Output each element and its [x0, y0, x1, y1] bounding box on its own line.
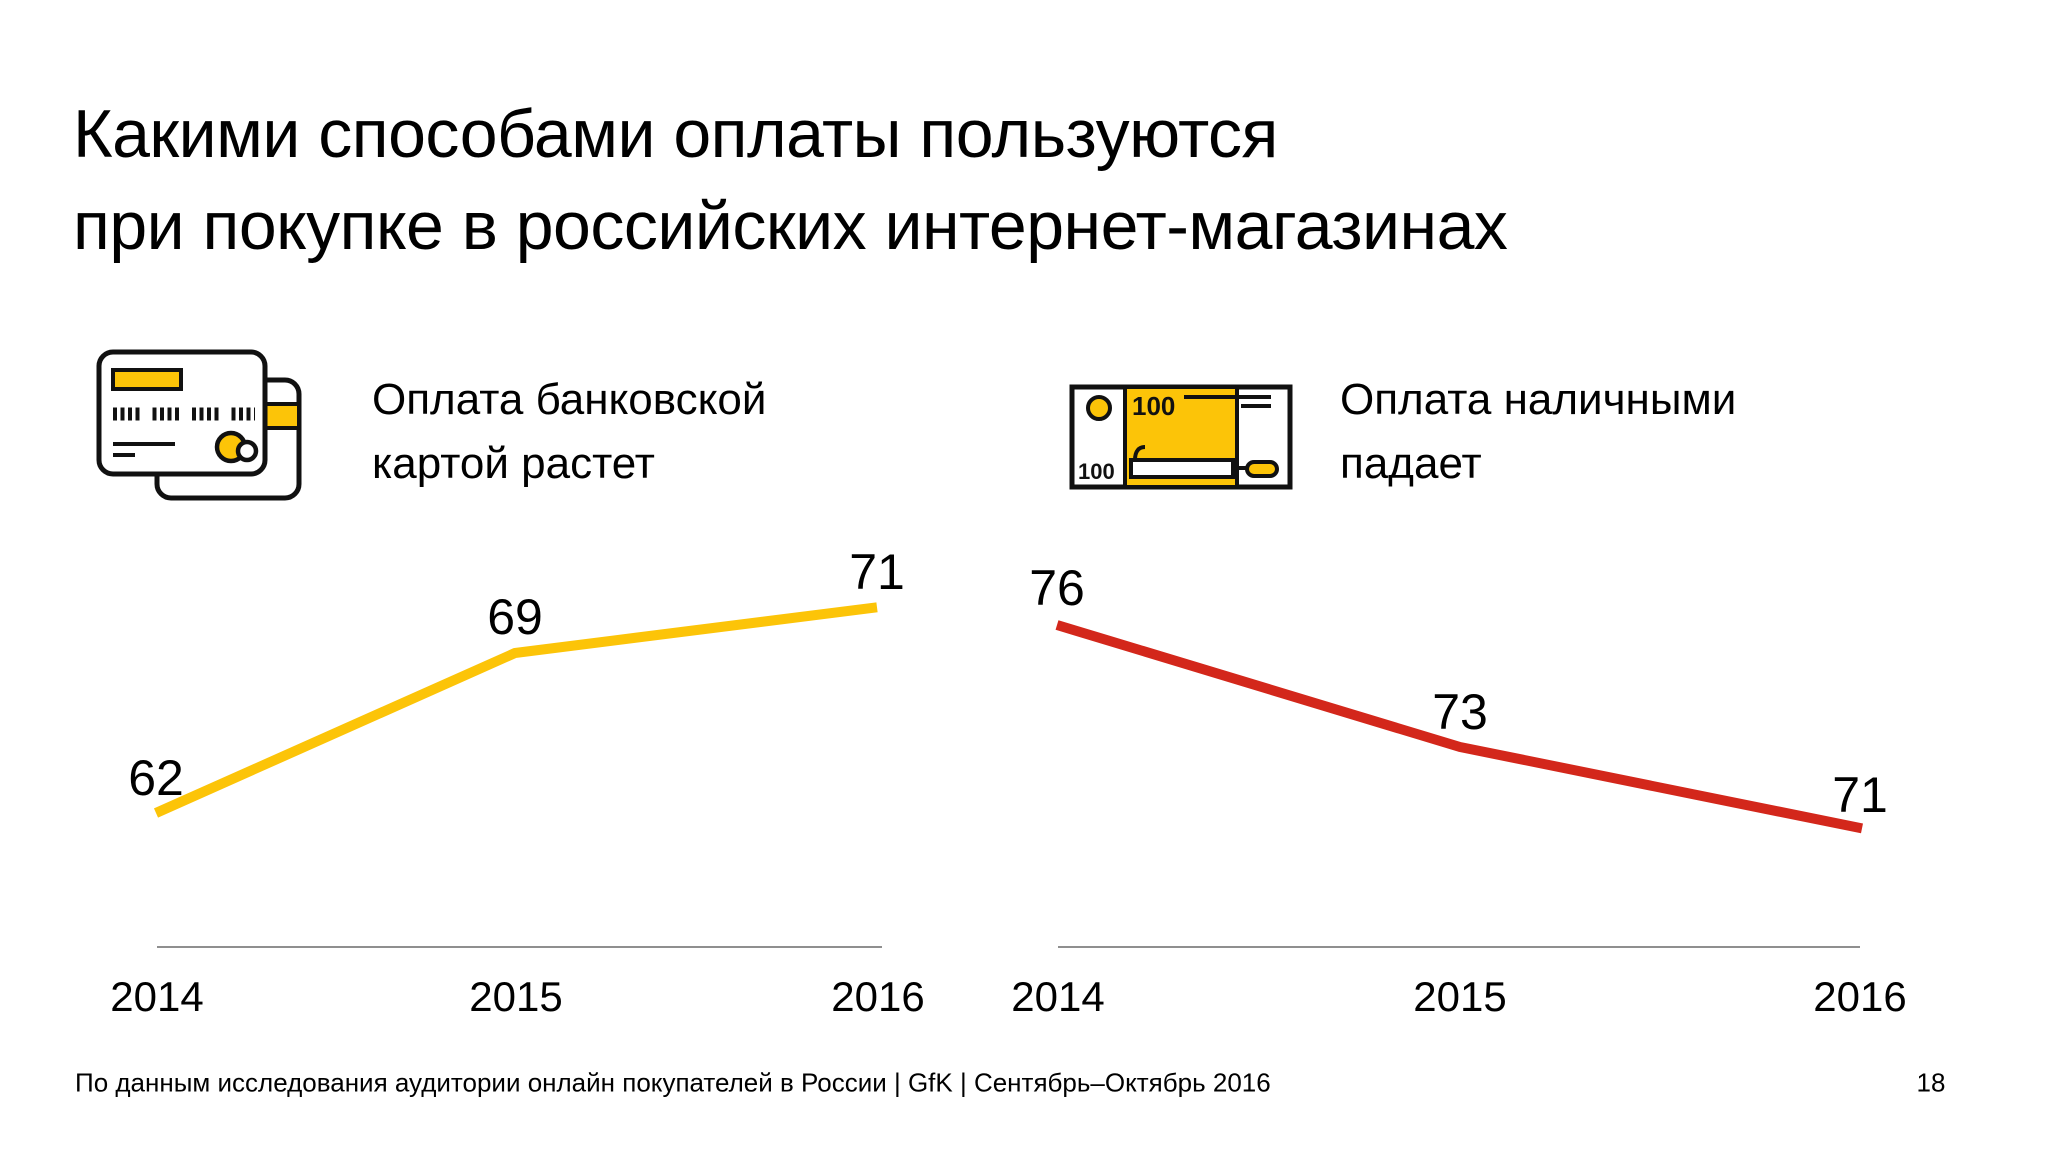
tick-label: 2015 — [469, 973, 563, 1020]
value-label: 69 — [487, 589, 543, 645]
banknote-seal-circle — [1086, 395, 1112, 421]
tick-label: 2016 — [831, 973, 925, 1020]
banknote-clip-fold — [1133, 445, 1146, 461]
bank-card-line — [153, 602, 878, 818]
footer-text: По данным исследования аудитории онлайн … — [75, 1067, 1271, 1098]
tick-label: 2014 — [110, 973, 204, 1020]
value-label: 71 — [849, 544, 905, 600]
value-label: 62 — [128, 750, 184, 806]
value-label: 76 — [1029, 560, 1085, 616]
tick-label: 2014 — [1011, 973, 1105, 1020]
tick-label: 2015 — [1413, 973, 1507, 1020]
card-chip-bar — [111, 368, 183, 391]
value-label: 73 — [1432, 684, 1488, 740]
page-title-line2: при покупке в российских интернет-магази… — [73, 188, 1508, 264]
banknote-stack-icon: 100 100 — [1069, 384, 1293, 490]
chart-caption-left: Оплата банковской картой растет — [372, 375, 767, 488]
banknote-pill — [1245, 460, 1279, 478]
tick-label: 2016 — [1813, 973, 1907, 1020]
page-number: 18 — [1916, 1067, 1946, 1098]
value-label: 71 — [1832, 767, 1888, 823]
banknote-100-left: 100 — [1078, 459, 1115, 484]
cash-line — [1055, 620, 1863, 834]
banknote-100-band: 100 — [1132, 391, 1175, 421]
card-logo-circle-white — [235, 439, 259, 463]
page-title-line1: Какими способами оплаты пользуются — [73, 96, 1278, 172]
page-title: Какими способами оплаты пользуются при п… — [73, 88, 1633, 272]
credit-cards-icon — [96, 349, 302, 501]
chart-caption-right: Оплата наличными падает — [1340, 375, 1737, 488]
